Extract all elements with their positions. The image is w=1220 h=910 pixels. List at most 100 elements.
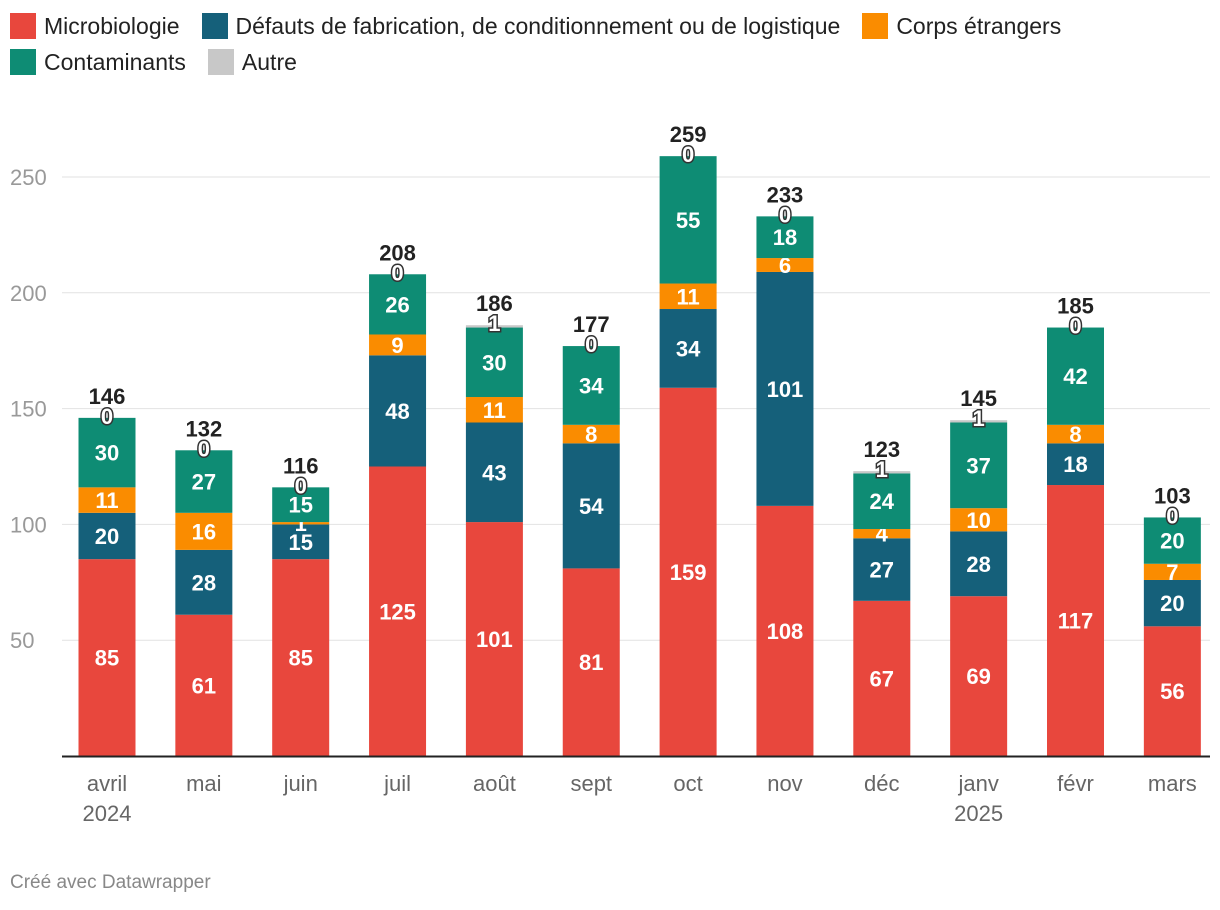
bar-total-label-mai: 132 xyxy=(185,416,222,441)
x-tick-label-sept: sept xyxy=(570,771,612,796)
legend-row-1: Microbiologie Défauts de fabrication, de… xyxy=(10,8,1210,44)
bar-autre-label-oct: 0 xyxy=(682,142,694,167)
bar-segment-févr-0 xyxy=(1047,485,1104,756)
bar-segment-mai-2 xyxy=(175,512,233,550)
legend-item-contaminants[interactable]: Contaminants xyxy=(10,49,186,76)
bar-value-label-avril-3: 30 xyxy=(95,441,119,466)
legend-item-defauts[interactable]: Défauts de fabrication, de conditionneme… xyxy=(201,12,841,40)
bar-value-label-févr-0: 117 xyxy=(1058,609,1094,634)
bar-segment-août-3 xyxy=(465,327,523,398)
legend-item-microbiologie[interactable]: Microbiologie xyxy=(10,13,180,40)
bar-segment-août-0 xyxy=(465,522,523,756)
legend-label-microbiologie: Microbiologie xyxy=(44,12,180,39)
bar-segment-nov-1 xyxy=(756,271,814,506)
bars: 8520113001466128162701328515115011612548… xyxy=(78,120,1201,756)
x-tick-label-avril: avril xyxy=(87,771,127,796)
legend-swatch-defauts xyxy=(201,13,228,39)
bar-value-label-déc-0: 67 xyxy=(870,666,894,691)
bar-segment-avril-0 xyxy=(78,559,136,756)
legend-item-autre[interactable]: Autre xyxy=(207,48,297,76)
bar-segment-sept-1 xyxy=(562,443,620,569)
bar-segment-sept-0 xyxy=(562,568,620,756)
y-tick-label-250: 250 xyxy=(10,165,47,190)
bar-segment-août-2 xyxy=(465,397,523,423)
bar-segment-févr-3 xyxy=(1047,327,1104,425)
bar-segment-avril-1 xyxy=(78,512,136,560)
bar-total-label-nov: 233 xyxy=(767,182,804,207)
bar-autre-label-mars: 0 xyxy=(1166,503,1178,528)
bar-total-label-août: 186 xyxy=(476,291,513,316)
bar-value-label-mars-1: 20 xyxy=(1160,591,1184,616)
bar-total-label-oct: 259 xyxy=(670,122,707,147)
bar-value-label-juin-3: 15 xyxy=(288,493,312,518)
bar-autre-label-janv: 1 xyxy=(973,406,985,431)
bar-value-label-janv-2: 10 xyxy=(966,508,990,533)
bar-segment-févr-1 xyxy=(1047,443,1104,486)
y-tick-label-200: 200 xyxy=(10,281,47,306)
bar-autre-label-août: 1 xyxy=(488,311,500,336)
bar-value-label-oct-1: 34 xyxy=(676,336,701,361)
bar-value-label-nov-2: 6 xyxy=(779,253,791,278)
legend-label-defauts: Défauts de fabrication, de conditionneme… xyxy=(235,12,841,39)
bar-value-label-août-0: 101 xyxy=(476,627,513,652)
bar-value-label-mars-2: 7 xyxy=(1166,560,1178,585)
bar-segment-déc-1 xyxy=(853,538,911,601)
bar-segment-janv-2 xyxy=(950,508,1008,532)
bar-segment-juil-3 xyxy=(369,274,427,335)
bar-value-label-janv-0: 69 xyxy=(966,664,990,689)
bar-total-label-janv: 145 xyxy=(960,386,997,411)
bar-total-label-mars: 103 xyxy=(1154,483,1191,508)
bar-value-label-juil-2: 9 xyxy=(391,333,403,358)
bar-segment-mars-3 xyxy=(1143,517,1201,564)
bar-segment-nov-2 xyxy=(756,258,814,272)
bar-value-label-août-3: 30 xyxy=(482,350,506,375)
bar-segment-sept-2 xyxy=(562,424,620,444)
bar-autre-label-sept: 0 xyxy=(585,332,597,357)
y-tick-label-50: 50 xyxy=(10,628,34,653)
bar-value-label-sept-0: 81 xyxy=(579,650,603,675)
bar-value-label-nov-1: 101 xyxy=(767,377,804,402)
bar-autre-label-mai: 0 xyxy=(198,436,210,461)
bar-value-label-févr-3: 42 xyxy=(1063,364,1087,389)
bar-value-label-juil-3: 26 xyxy=(385,292,409,317)
bar-value-label-juin-0: 85 xyxy=(288,646,312,671)
bar-value-label-juil-0: 125 xyxy=(379,599,416,624)
bar-segment-juin-0 xyxy=(272,559,330,756)
bar-segment-oct-1 xyxy=(659,309,717,388)
x-tick-label-juil: juil xyxy=(383,771,411,796)
bar-segment-oct-2 xyxy=(659,283,717,310)
legend-item-corps-etrangers[interactable]: Corps étrangers xyxy=(862,13,1061,40)
bar-segment-avril-2 xyxy=(78,487,136,513)
bar-autre-label-juil: 0 xyxy=(391,260,403,285)
x-tick-label-nov: nov xyxy=(767,771,802,796)
bar-segment-juil-0 xyxy=(369,466,427,756)
bar-segment-déc-3 xyxy=(853,473,911,530)
bar-value-label-mai-0: 61 xyxy=(192,673,216,698)
bar-autre-label-déc: 1 xyxy=(876,457,888,482)
legend-label-autre: Autre xyxy=(241,48,297,75)
bar-segment-janv-1 xyxy=(950,531,1008,597)
bar-segment-mai-3 xyxy=(175,450,233,513)
bar-segment-sept-3 xyxy=(562,346,620,425)
x-tick-label-mars: mars xyxy=(1148,771,1197,796)
bar-value-label-août-1: 43 xyxy=(482,460,506,485)
bar-total-label-juin: 116 xyxy=(283,453,319,478)
bar-value-label-mai-1: 28 xyxy=(192,570,216,595)
bar-value-label-avril-2: 11 xyxy=(95,488,118,513)
legend: Microbiologie Défauts de fabrication, de… xyxy=(10,8,1210,80)
bar-segment-mai-0 xyxy=(175,614,233,756)
legend-row-2: Contaminants Autre xyxy=(10,44,1210,80)
bar-segment-janv-4 xyxy=(950,420,1008,423)
legend-label-corps-etrangers: Corps étrangers xyxy=(896,12,1062,39)
x-tick-label-févr: févr xyxy=(1057,771,1094,796)
bar-value-label-avril-1: 20 xyxy=(95,524,119,549)
bar-value-label-mai-3: 27 xyxy=(192,470,216,495)
bar-segment-janv-0 xyxy=(950,596,1008,756)
bar-value-label-déc-3: 24 xyxy=(870,489,895,514)
x-tick-year-2024: 2024 xyxy=(83,801,132,826)
bar-segment-juil-2 xyxy=(369,334,427,356)
bar-value-label-mars-0: 56 xyxy=(1160,679,1184,704)
x-tick-label-janv: janv xyxy=(957,771,998,796)
bar-segment-déc-2 xyxy=(853,529,911,539)
bar-segment-avril-3 xyxy=(78,417,136,488)
